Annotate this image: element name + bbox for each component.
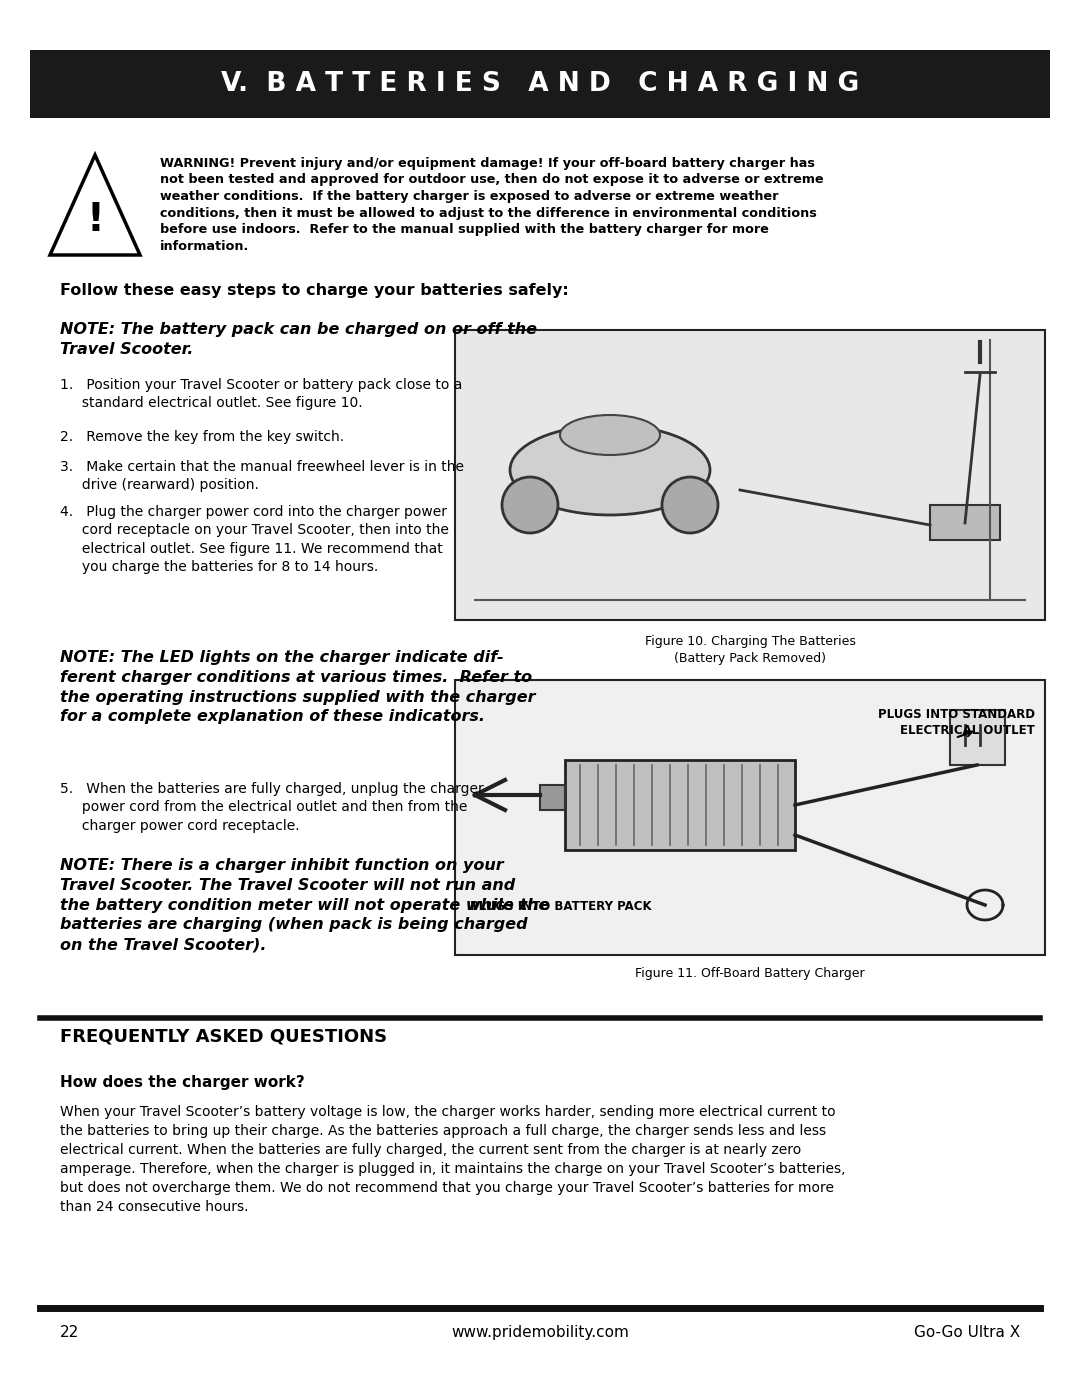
Text: 4.   Plug the charger power cord into the charger power
     cord receptacle on : 4. Plug the charger power cord into the … xyxy=(60,504,449,574)
FancyBboxPatch shape xyxy=(455,330,1045,620)
Text: When your Travel Scooter’s battery voltage is low, the charger works harder, sen: When your Travel Scooter’s battery volta… xyxy=(60,1105,846,1214)
Text: V.  B A T T E R I E S   A N D   C H A R G I N G: V. B A T T E R I E S A N D C H A R G I N… xyxy=(221,71,859,96)
Text: NOTE: The battery pack can be charged on or off the
Travel Scooter.: NOTE: The battery pack can be charged on… xyxy=(60,321,537,356)
Text: FREQUENTLY ASKED QUESTIONS: FREQUENTLY ASKED QUESTIONS xyxy=(60,1028,387,1046)
Text: PLUGS INTO STANDARD
ELECTRICAL OUTLET: PLUGS INTO STANDARD ELECTRICAL OUTLET xyxy=(878,708,1035,738)
Text: 3.   Make certain that the manual freewheel lever is in the
     drive (rearward: 3. Make certain that the manual freewhee… xyxy=(60,460,464,492)
Text: WARNING! Prevent injury and/or equipment damage! If your off-board battery charg: WARNING! Prevent injury and/or equipment… xyxy=(160,156,824,253)
Text: Figure 10. Charging The Batteries
(Battery Pack Removed): Figure 10. Charging The Batteries (Batte… xyxy=(645,636,855,665)
Text: PLUGS INTO BATTERY PACK: PLUGS INTO BATTERY PACK xyxy=(470,900,651,914)
Text: 1.   Position your Travel Scooter or battery pack close to a
     standard elect: 1. Position your Travel Scooter or batte… xyxy=(60,379,462,411)
Text: Follow these easy steps to charge your batteries safely:: Follow these easy steps to charge your b… xyxy=(60,284,569,298)
Ellipse shape xyxy=(561,415,660,455)
Text: www.pridemobility.com: www.pridemobility.com xyxy=(451,1324,629,1340)
Circle shape xyxy=(502,476,558,534)
Text: 22: 22 xyxy=(60,1324,79,1340)
Text: NOTE: There is a charger inhibit function on your
Travel Scooter. The Travel Sco: NOTE: There is a charger inhibit functio… xyxy=(60,858,550,953)
Text: Go-Go Ultra X: Go-Go Ultra X xyxy=(914,1324,1020,1340)
FancyBboxPatch shape xyxy=(30,50,1050,117)
FancyBboxPatch shape xyxy=(930,504,1000,541)
FancyBboxPatch shape xyxy=(540,785,565,810)
Text: !: ! xyxy=(86,201,104,239)
Text: How does the charger work?: How does the charger work? xyxy=(60,1076,305,1090)
FancyBboxPatch shape xyxy=(950,710,1005,766)
Text: NOTE: The LED lights on the charger indicate dif-
ferent charger conditions at v: NOTE: The LED lights on the charger indi… xyxy=(60,650,536,725)
FancyBboxPatch shape xyxy=(565,760,795,849)
Text: Figure 11. Off-Board Battery Charger: Figure 11. Off-Board Battery Charger xyxy=(635,967,865,981)
Text: 2.   Remove the key from the key switch.: 2. Remove the key from the key switch. xyxy=(60,430,345,444)
Text: 5.   When the batteries are fully charged, unplug the charger
     power cord fr: 5. When the batteries are fully charged,… xyxy=(60,782,484,833)
FancyBboxPatch shape xyxy=(455,680,1045,956)
Circle shape xyxy=(662,476,718,534)
Polygon shape xyxy=(50,155,140,256)
Ellipse shape xyxy=(510,425,710,515)
